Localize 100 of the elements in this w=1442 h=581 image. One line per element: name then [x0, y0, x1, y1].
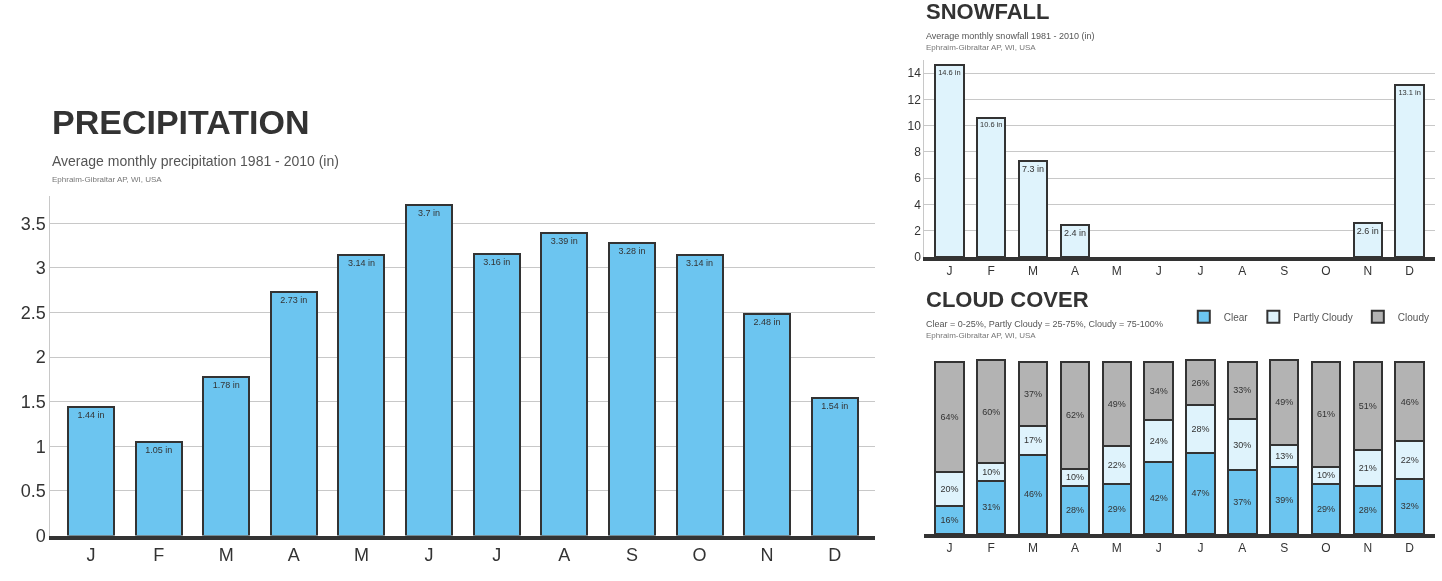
- y-tick-label: 2.5: [20, 302, 46, 323]
- chart-subtitle: Average monthly snowfall 1981 - 2010 (in): [926, 31, 1095, 41]
- x-tick-label: D: [828, 545, 842, 566]
- y-tick-label: 1.5: [20, 392, 46, 413]
- data-label: 10.6 in: [980, 120, 1003, 130]
- data-label: 2.6 in: [1356, 225, 1379, 236]
- y-tick-label: 2: [35, 347, 46, 368]
- data-label: 28%: [1358, 504, 1377, 515]
- y-tick-label: 12: [907, 92, 922, 107]
- data-label: 3.14 in: [685, 258, 714, 269]
- data-label: 32%: [1400, 501, 1419, 512]
- x-tick-label: J: [946, 541, 953, 556]
- x-tick-label: N: [1363, 541, 1373, 556]
- x-tick-label: N: [1363, 264, 1373, 279]
- x-tick-label: M: [218, 545, 234, 566]
- data-label: 28%: [1191, 424, 1210, 435]
- data-label: 49%: [1107, 399, 1126, 410]
- x-tick-label: M: [1111, 264, 1122, 279]
- data-label: 29%: [1316, 503, 1336, 514]
- x-tick-label: J: [492, 545, 502, 566]
- data-label: 26%: [1191, 377, 1210, 388]
- x-tick-label: O: [1321, 541, 1331, 556]
- y-tick-label: 10: [907, 118, 922, 133]
- x-tick-label: D: [1405, 264, 1415, 279]
- y-tick-label: 2: [914, 223, 922, 238]
- data-label: 10%: [1316, 470, 1336, 481]
- data-label: 42%: [1149, 492, 1168, 503]
- data-label: 3.16 in: [483, 256, 511, 267]
- x-tick-label: S: [1280, 264, 1289, 279]
- data-label: 24%: [1149, 436, 1168, 447]
- y-tick-label: 0: [35, 525, 46, 546]
- x-tick-label: J: [1155, 541, 1162, 556]
- data-label: 33%: [1233, 385, 1252, 396]
- legend-label: Cloudy: [1397, 311, 1429, 323]
- legend-label: Clear: [1223, 311, 1249, 323]
- x-tick-label: J: [1197, 541, 1204, 556]
- x-tick-label: A: [287, 545, 300, 566]
- x-tick-label: A: [1070, 541, 1079, 556]
- x-tick-label: A: [1238, 264, 1247, 279]
- x-tick-label: J: [424, 545, 434, 566]
- data-label: 3.7 in: [418, 208, 441, 219]
- x-tick-label: A: [558, 545, 571, 566]
- data-label: 1.78 in: [212, 379, 240, 390]
- x-tick-label: M: [353, 545, 369, 566]
- data-label: 17%: [1024, 435, 1043, 446]
- data-label: 31%: [982, 502, 1001, 513]
- y-tick-label: 4: [914, 197, 922, 212]
- x-tick-label: M: [1028, 541, 1039, 556]
- data-label: 13%: [1275, 450, 1294, 461]
- x-tick-label: J: [86, 545, 96, 566]
- data-label: 3.14 in: [347, 258, 375, 269]
- legend-label: Partly Cloudy: [1293, 311, 1353, 323]
- x-tick-label: N: [760, 545, 774, 566]
- data-label: 62%: [1065, 410, 1084, 421]
- data-label: 46%: [1400, 396, 1419, 407]
- y-tick-label: 14: [907, 66, 922, 81]
- y-tick-label: 1: [35, 436, 46, 457]
- data-label: 64%: [940, 412, 959, 423]
- x-tick-label: F: [153, 545, 165, 566]
- text: Ephraim-Gibraltar AP, WI, USA: [926, 331, 1037, 340]
- data-label: 16%: [940, 515, 959, 526]
- data-label: 10%: [982, 467, 1001, 478]
- x-tick-label: M: [1111, 541, 1122, 556]
- y-tick-label: 6: [914, 171, 922, 186]
- x-tick-label: F: [987, 541, 995, 556]
- x-tick-label: O: [1321, 264, 1331, 279]
- x-tick-label: A: [1070, 264, 1079, 279]
- x-tick-label: A: [1238, 541, 1247, 556]
- x-tick-label: S: [1280, 541, 1289, 556]
- chart-title: SNOWFALL: [926, 0, 1050, 24]
- data-label: 3.39 in: [550, 236, 578, 247]
- x-tick-label: D: [1405, 541, 1415, 556]
- data-label: 51%: [1358, 400, 1377, 411]
- data-label: 1.44 in: [77, 410, 105, 421]
- chart-subtitle: Average monthly precipitation 1981 - 2010 (in): [52, 153, 339, 169]
- data-label: 22%: [1107, 460, 1126, 471]
- text: Ephraim-Gibraltar AP, WI, USA: [52, 175, 163, 184]
- data-label: 2.48 in: [753, 317, 781, 328]
- data-label: 30%: [1233, 439, 1252, 450]
- chart-subtitle: Clear = 0-25%, Partly Cloudy = 25-75%, Cloudy = 75-100%: [926, 319, 1163, 329]
- data-label: 13.1 in: [1398, 87, 1421, 97]
- data-label: 1.05 in: [145, 444, 173, 455]
- y-tick-label: 0.5: [20, 481, 46, 502]
- data-label: 20%: [940, 484, 959, 495]
- data-label: 14.6 in: [938, 67, 961, 77]
- x-tick-label: S: [625, 545, 638, 566]
- data-label: 21%: [1358, 462, 1377, 473]
- y-tick-label: 0: [914, 250, 922, 265]
- data-label: 10%: [1065, 472, 1084, 483]
- data-label: 37%: [1233, 497, 1252, 508]
- x-tick-label: J: [946, 264, 953, 279]
- data-label: 7.3 in: [1022, 164, 1045, 175]
- text: Ephraim-Gibraltar AP, WI, USA: [926, 43, 1037, 52]
- data-label: 2.4 in: [1063, 228, 1086, 239]
- x-tick-label: M: [1028, 264, 1039, 279]
- x-tick-label: F: [987, 264, 995, 279]
- data-label: 3.28 in: [618, 245, 646, 256]
- data-label: 2.73 in: [280, 294, 308, 305]
- data-label: 22%: [1400, 454, 1419, 465]
- data-label: 47%: [1191, 488, 1210, 499]
